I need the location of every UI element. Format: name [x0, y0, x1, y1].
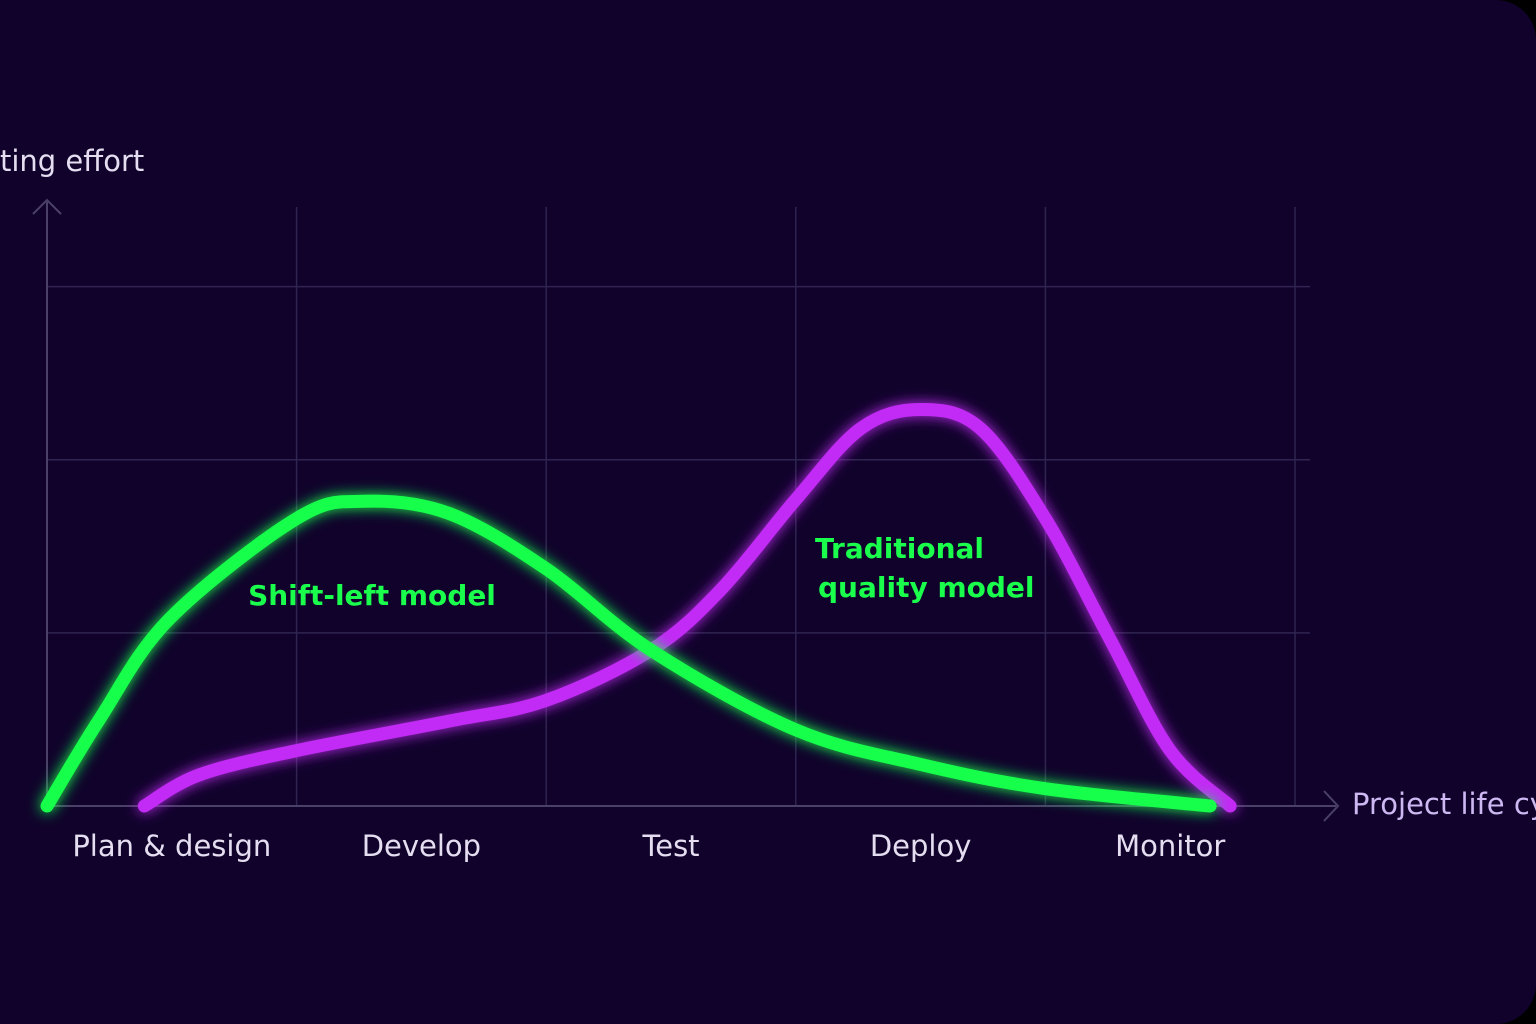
- annotation: Shift-left model: [248, 579, 496, 612]
- x-tick-label: Develop: [362, 829, 481, 863]
- annotation: Traditional: [815, 532, 984, 565]
- plot: Plan & design Develop Test Deploy Monitor Shi…: [40, 403, 1237, 863]
- x-tick-label: Plan & design: [72, 829, 271, 863]
- annotation: quality model: [818, 571, 1035, 604]
- line: [40, 494, 1217, 813]
- x-tick-label: Test: [641, 829, 699, 863]
- y-axis-label: ting effort: [0, 144, 144, 178]
- line: [137, 403, 1237, 813]
- x-tick-label: Deploy: [870, 829, 972, 863]
- x-tick-label: Monitor: [1115, 829, 1225, 863]
- x-axis-label: Project life cy: [1352, 787, 1536, 821]
- x-axis-arrow: [1323, 790, 1340, 822]
- y-axis-arrow: [32, 198, 62, 215]
